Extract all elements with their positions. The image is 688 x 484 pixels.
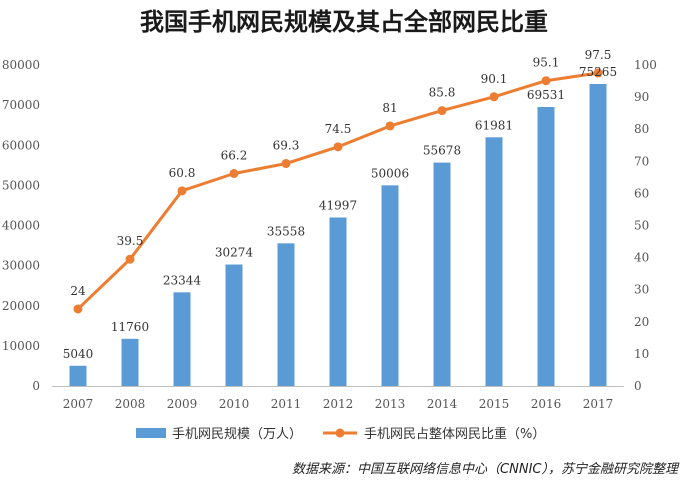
line-value-label: 85.8: [429, 86, 456, 100]
y-left-tick-label: 50000: [2, 178, 40, 192]
bar: [69, 365, 87, 386]
x-tick-label: 2015: [479, 397, 510, 411]
bar-value-label: 75265: [579, 65, 617, 79]
y-left-tick-label: 60000: [2, 138, 40, 152]
x-tick-label: 2012: [323, 397, 354, 411]
line-point: [177, 186, 187, 196]
legend-line-label: 手机网民占整体网民比重（%）: [364, 426, 545, 442]
line-value-label: 74.5: [325, 122, 352, 136]
line-point: [437, 106, 447, 116]
line-point: [385, 121, 395, 131]
bar: [225, 264, 243, 386]
y-right-tick-label: 80: [634, 122, 649, 136]
line-value-label: 97.5: [585, 48, 612, 62]
x-tick-label: 2007: [63, 397, 94, 411]
bar: [537, 107, 555, 386]
bar: [485, 137, 503, 386]
x-tick-label: 2009: [167, 397, 198, 411]
y-right-tick-label: 90: [634, 90, 649, 104]
bar: [121, 338, 139, 386]
y-right-tick-label: 0: [634, 379, 642, 393]
bar-value-label: 61981: [475, 118, 513, 132]
y-left-tick-label: 0: [32, 379, 40, 393]
legend-bar-swatch: [136, 428, 166, 438]
line-value-label: 81: [382, 101, 397, 115]
y-right-tick-label: 30: [634, 283, 649, 297]
labels-group: 5040 11760 23344 30274 35558 41997 50006 55678 6…: [63, 48, 617, 361]
y-right-tick-label: 10: [634, 347, 649, 361]
y-right-tick-label: 50: [634, 219, 649, 233]
y-left-tick-label: 80000: [2, 58, 40, 72]
bars-group: [69, 83, 607, 386]
bar: [173, 292, 191, 386]
bar: [277, 243, 295, 386]
bar-value-label: 30274: [215, 246, 254, 260]
line-value-label: 90.1: [481, 72, 508, 86]
x-tick-label: 2013: [375, 397, 406, 411]
legend-bar-label: 手机网民规模（万人）: [172, 427, 302, 442]
line-point: [541, 76, 551, 86]
source-note: 数据来源：中国互联网络信息中心（CNNIC），苏宁金融研究院整理: [292, 462, 678, 477]
bar-value-label: 11760: [111, 320, 149, 334]
line-point: [281, 159, 291, 169]
line-point: [229, 168, 239, 178]
line-point: [125, 254, 135, 264]
line-point: [333, 142, 343, 152]
legend-line-marker: [335, 428, 345, 438]
y-left-tick-label: 40000: [2, 219, 40, 233]
line-value-label: 69.3: [273, 139, 300, 153]
bar-value-label: 41997: [319, 198, 357, 212]
y-left-tick-label: 30000: [2, 259, 40, 273]
y-right-tick-label: 100: [634, 58, 657, 72]
bar-value-label: 50006: [371, 166, 409, 180]
line-value-label: 39.5: [117, 234, 144, 248]
y-left-tick-label: 20000: [2, 299, 40, 313]
line-point: [593, 68, 603, 78]
x-tick-label: 2017: [583, 397, 614, 411]
bar-value-label: 55678: [423, 144, 461, 158]
line-value-label: 24: [70, 284, 86, 298]
x-tick-label: 2016: [531, 397, 562, 411]
bar-value-label: 35558: [267, 224, 305, 238]
axes-group: 0 10000 20000 30000 40000 50000 60000 70000 8000…: [2, 58, 657, 411]
line-value-label: 95.1: [533, 56, 560, 70]
y-left-tick-label: 70000: [2, 98, 40, 112]
legend-group: 手机网民规模（万人） 手机网民占整体网民比重（%）: [136, 426, 545, 442]
y-right-tick-label: 40: [634, 251, 649, 265]
chart-title: 我国手机网民规模及其占全部网民比重: [140, 8, 548, 36]
bar: [433, 162, 451, 386]
x-tick-label: 2010: [219, 397, 250, 411]
x-tick-label: 2014: [427, 397, 458, 411]
y-right-tick-label: 60: [634, 186, 649, 200]
y-right-tick-label: 70: [634, 154, 649, 168]
bar-value-label: 23344: [163, 273, 202, 287]
line-value-label: 66.2: [221, 148, 248, 162]
line-point: [489, 92, 499, 102]
x-tick-label: 2008: [115, 397, 146, 411]
bar: [381, 185, 399, 386]
y-left-tick-label: 10000: [2, 339, 40, 353]
x-tick-label: 2011: [271, 397, 302, 411]
bar-value-label: 69531: [527, 88, 565, 102]
bar: [329, 217, 347, 386]
line-group: [73, 68, 603, 314]
bar-value-label: 5040: [63, 347, 94, 361]
bar: [589, 83, 607, 386]
line-value-label: 60.8: [169, 166, 196, 180]
y-right-tick-label: 20: [634, 315, 649, 329]
line-point: [73, 304, 83, 314]
